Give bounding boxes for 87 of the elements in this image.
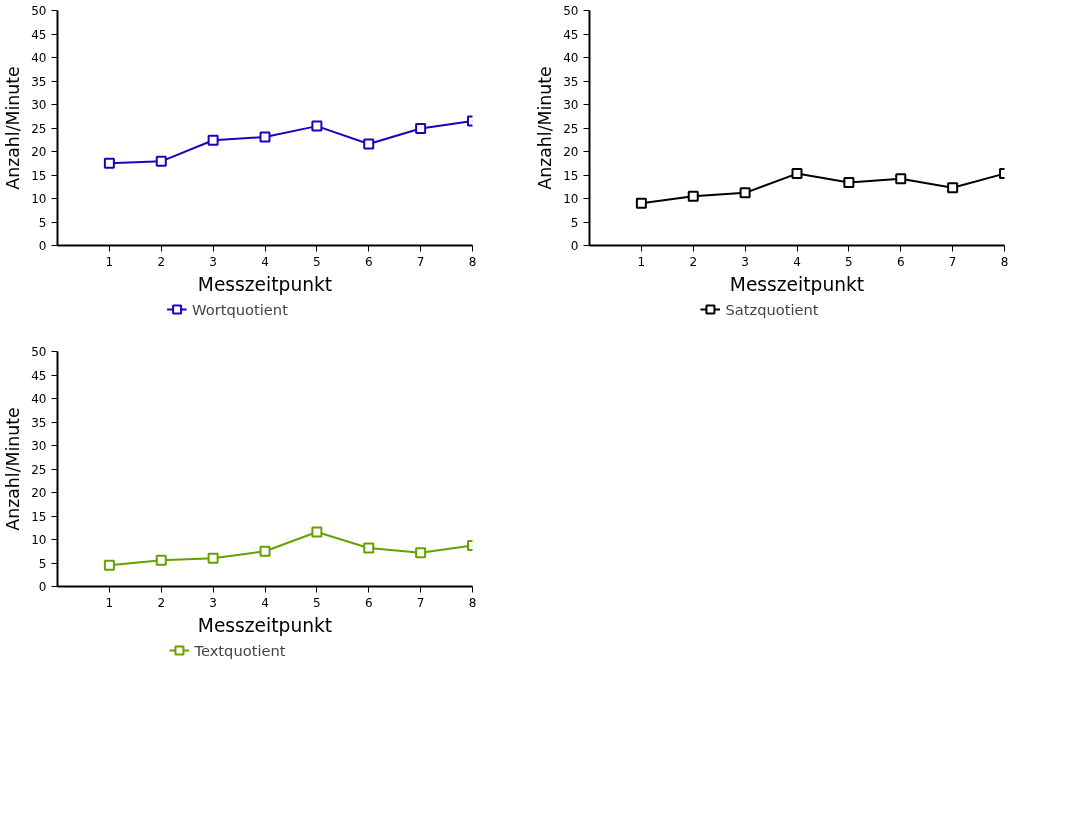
x-tick-label: 4 (793, 254, 801, 269)
x-tick-label: 8 (1000, 254, 1009, 269)
point (739, 187, 751, 199)
point (155, 554, 167, 566)
x-tick-label: 6 (364, 254, 373, 269)
y-tick-label: 50 (31, 4, 47, 18)
x-tick-label: 6 (896, 254, 905, 269)
x-tick-label: 1 (637, 254, 646, 269)
point (947, 182, 959, 194)
y-tick-label: 40 (31, 51, 47, 65)
y-tick-label: 35 (31, 415, 47, 430)
y-tick-label: 15 (563, 168, 579, 183)
point (363, 542, 375, 554)
y-tick-label: 25 (563, 121, 579, 136)
y-tick-label: 15 (31, 509, 47, 524)
point (259, 131, 271, 143)
legend-label: Textquotient (194, 641, 286, 659)
x-tick-label: 2 (689, 254, 698, 269)
y-tick-label: 0 (570, 239, 579, 253)
y-axis-title: Anzahl/Minute (535, 66, 556, 190)
x-axis-title: Messzeitpunkt (197, 614, 333, 636)
point (311, 526, 323, 538)
x-tick-label: 7 (416, 595, 425, 610)
x-tick-label: 2 (157, 254, 166, 269)
x-axis-title: Messzeitpunkt (197, 273, 333, 295)
point (103, 559, 115, 571)
y-tick-label: 10 (31, 533, 47, 547)
point (311, 120, 323, 132)
y-tick-label: 5 (38, 556, 47, 571)
point (635, 197, 647, 209)
point (687, 190, 699, 202)
x-tick-label: 5 (845, 254, 853, 269)
x-axis-title: Messzeitpunkt (729, 273, 865, 295)
point (843, 177, 855, 189)
x-tick-label: 3 (209, 254, 217, 269)
x-tick-label: 3 (741, 254, 749, 269)
y-tick-label: 40 (563, 51, 579, 65)
point (207, 552, 219, 564)
point (207, 134, 219, 146)
y-tick-label: 35 (563, 74, 579, 89)
legend-label: Satzquotient (725, 300, 819, 318)
y-tick-label: 45 (31, 368, 47, 383)
x-tick-label: 3 (209, 595, 217, 610)
y-tick-label: 20 (31, 486, 47, 500)
point (155, 155, 167, 167)
x-tick-label: 8 (468, 254, 477, 269)
y-tick-label: 15 (31, 168, 47, 183)
x-tick-label: 5 (313, 595, 321, 610)
point (103, 157, 115, 169)
y-tick-label: 50 (563, 4, 579, 18)
x-tick-label: 2 (157, 595, 166, 610)
y-tick-label: 10 (563, 192, 579, 206)
y-tick-label: 20 (31, 145, 47, 159)
y-tick-label: 0 (38, 580, 47, 594)
x-tick-label: 4 (261, 595, 269, 610)
y-tick-label: 30 (563, 98, 579, 112)
x-tick-label: 6 (364, 595, 373, 610)
x-tick-label: 7 (948, 254, 957, 269)
x-tick-label: 4 (261, 254, 269, 269)
y-tick-label: 10 (31, 192, 47, 206)
point (415, 122, 427, 134)
point (415, 547, 427, 559)
point (259, 545, 271, 557)
y-tick-label: 30 (31, 439, 47, 453)
y-axis-title: Anzahl/Minute (3, 407, 24, 531)
y-axis-title: Anzahl/Minute (3, 66, 24, 190)
y-tick-label: 5 (38, 215, 47, 230)
y-tick-label: 0 (38, 239, 47, 253)
y-tick-label: 30 (31, 98, 47, 112)
point (791, 168, 803, 180)
y-tick-label: 50 (31, 345, 47, 359)
x-tick-label: 1 (105, 595, 114, 610)
legend-label: Wortquotient (192, 300, 288, 318)
y-tick-label: 25 (31, 462, 47, 477)
y-tick-label: 45 (563, 27, 579, 42)
y-tick-label: 5 (570, 215, 579, 230)
y-tick-label: 20 (563, 145, 579, 159)
point (895, 173, 907, 185)
x-tick-label: 8 (468, 595, 477, 610)
y-tick-label: 35 (31, 74, 47, 89)
x-tick-label: 5 (313, 254, 321, 269)
x-tick-label: 1 (105, 254, 114, 269)
y-tick-label: 25 (31, 121, 47, 136)
x-tick-label: 7 (416, 254, 425, 269)
y-tick-label: 40 (31, 392, 47, 406)
y-tick-label: 45 (31, 27, 47, 42)
point (363, 138, 375, 150)
